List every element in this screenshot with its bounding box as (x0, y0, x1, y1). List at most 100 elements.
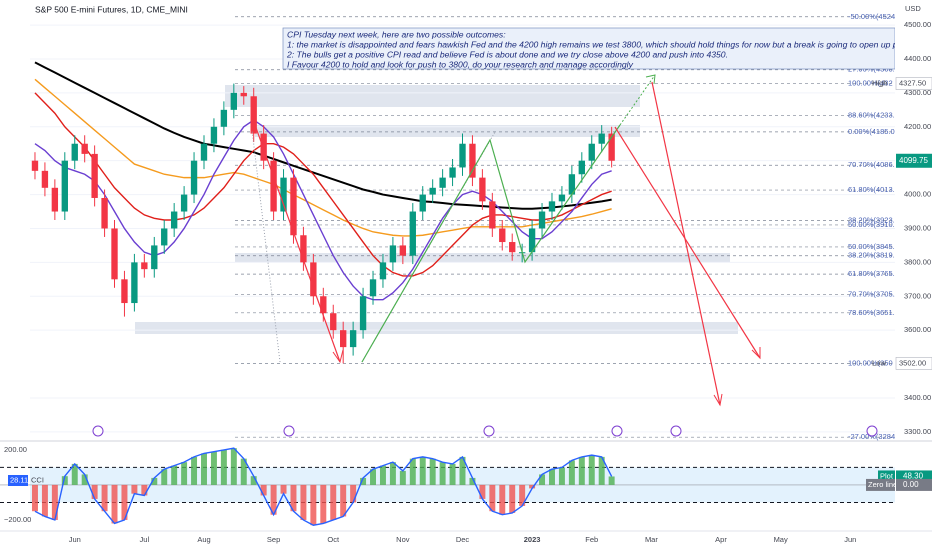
cci-bar (300, 484, 307, 520)
zone (225, 85, 640, 107)
cci-bar (449, 463, 456, 485)
cci-bar (370, 469, 376, 485)
candle-body (290, 177, 297, 236)
cci-bar (310, 484, 317, 526)
cci-bar (181, 462, 188, 485)
zero-name: Zero line (868, 480, 897, 489)
fib-label: 78.60%(3651.25) (848, 308, 906, 317)
candle-body (260, 133, 267, 161)
candle-body (41, 170, 49, 188)
price-marker-note: Low (872, 358, 886, 367)
candle-body (538, 211, 546, 229)
candle-body (320, 296, 327, 314)
candle-body (509, 242, 516, 253)
candle-body (180, 194, 188, 212)
candle-body (598, 133, 605, 144)
y-tick-label: −200.00 (4, 515, 31, 524)
candle-body (31, 160, 39, 171)
cci-bar (240, 458, 247, 485)
candle-body (200, 143, 208, 161)
candle-body (151, 245, 158, 270)
zero-value-box (896, 478, 932, 491)
fib-label: 100.00%(432 (848, 79, 893, 88)
event-icons (92, 425, 878, 437)
cci-bar (91, 484, 98, 499)
candle-body (419, 194, 426, 212)
cci-bar (608, 476, 615, 485)
last-price-label: 4099.75 (899, 156, 928, 165)
cci-bar (539, 474, 546, 485)
x-tick-label: Oct (327, 535, 340, 544)
cci-bar (509, 484, 516, 513)
candle-body (409, 211, 416, 256)
cci-bar (429, 458, 436, 485)
chart-title: S&P 500 E-mini Futures, 1D, CME_MINI (35, 4, 188, 14)
fib-label: -50.00%(4524.50) (848, 12, 909, 21)
x-tick-label: Nov (396, 535, 410, 544)
cci-bar (399, 470, 406, 485)
cci-bar (230, 448, 237, 485)
moving-average (34, 92, 612, 277)
fib-levels: -50.00%(4524.50)27.00%(4368.25)100.00%(4… (235, 12, 909, 441)
candle-body (210, 126, 218, 144)
annotation-line: CPI Tuesday next week, here are two poss… (287, 29, 506, 39)
cci-bar (409, 458, 416, 485)
candle-body (141, 262, 148, 270)
cci-bar (260, 484, 267, 496)
cci-bar (61, 476, 68, 485)
cci-bar (320, 484, 327, 524)
cci-bar (529, 484, 536, 489)
cci-bar (499, 484, 506, 515)
price-marker (895, 77, 932, 90)
cci-bar (419, 456, 426, 485)
candle-body (190, 160, 198, 195)
candle-body (369, 279, 377, 297)
candle-body (568, 174, 576, 195)
x-tick-label: Jun (69, 535, 81, 544)
cci-bar (191, 456, 198, 485)
annotation-line: I Favour 4200 to hold and look for push … (287, 59, 634, 69)
cci-bar (360, 477, 367, 485)
event-icon (483, 425, 495, 437)
cci-bar (340, 484, 347, 517)
candle-body (528, 228, 536, 253)
zone (235, 253, 730, 262)
zero-name-box (866, 478, 895, 491)
cci-bar (151, 477, 158, 485)
candle-body (479, 177, 486, 202)
cci-bar (121, 484, 128, 520)
fib-label: 88.60%(4233.50) (848, 110, 906, 119)
arrow-head (645, 74, 656, 85)
fib-label: 0.00%(4185.00) (848, 127, 902, 136)
candle-body (230, 92, 238, 110)
cci-bar (290, 484, 297, 512)
zero-value: 0.00 (903, 480, 919, 489)
moving-averages (34, 61, 612, 301)
price-marker-note: High (872, 79, 887, 88)
cci-bar (220, 449, 227, 485)
cci-line (34, 447, 613, 526)
fib-label: 50.00%(3845.50) (848, 242, 906, 251)
y-tick-label: 200.00 (4, 445, 27, 454)
cci-pane: 200.00 −200.00 28.11 CCI Plot 48.30 Zero line 0… (0, 445, 932, 526)
cci-bar (171, 465, 178, 485)
annotation-line: 2: The bulls get a positive CPI read and… (286, 49, 728, 59)
cci-bar (469, 477, 476, 485)
cci-bar (459, 456, 466, 485)
candle-body (300, 235, 307, 263)
cci-bar (519, 484, 526, 506)
plot-value: 48.30 (903, 472, 924, 481)
last-price-box (896, 153, 932, 168)
y-tick-label: 4400.00 (904, 54, 931, 63)
x-tick-label: 2023 (524, 535, 541, 544)
cci-bar (270, 484, 277, 515)
arrow-head (751, 347, 761, 360)
y-tick-label: 3600.00 (904, 325, 931, 334)
cci-bar (131, 484, 138, 494)
fib-label: 38.20%(3923.50) (848, 215, 906, 224)
readout-value: 28.11 (10, 475, 28, 484)
cci-bar (379, 465, 386, 485)
candles (31, 83, 615, 364)
candle-body (270, 160, 277, 212)
